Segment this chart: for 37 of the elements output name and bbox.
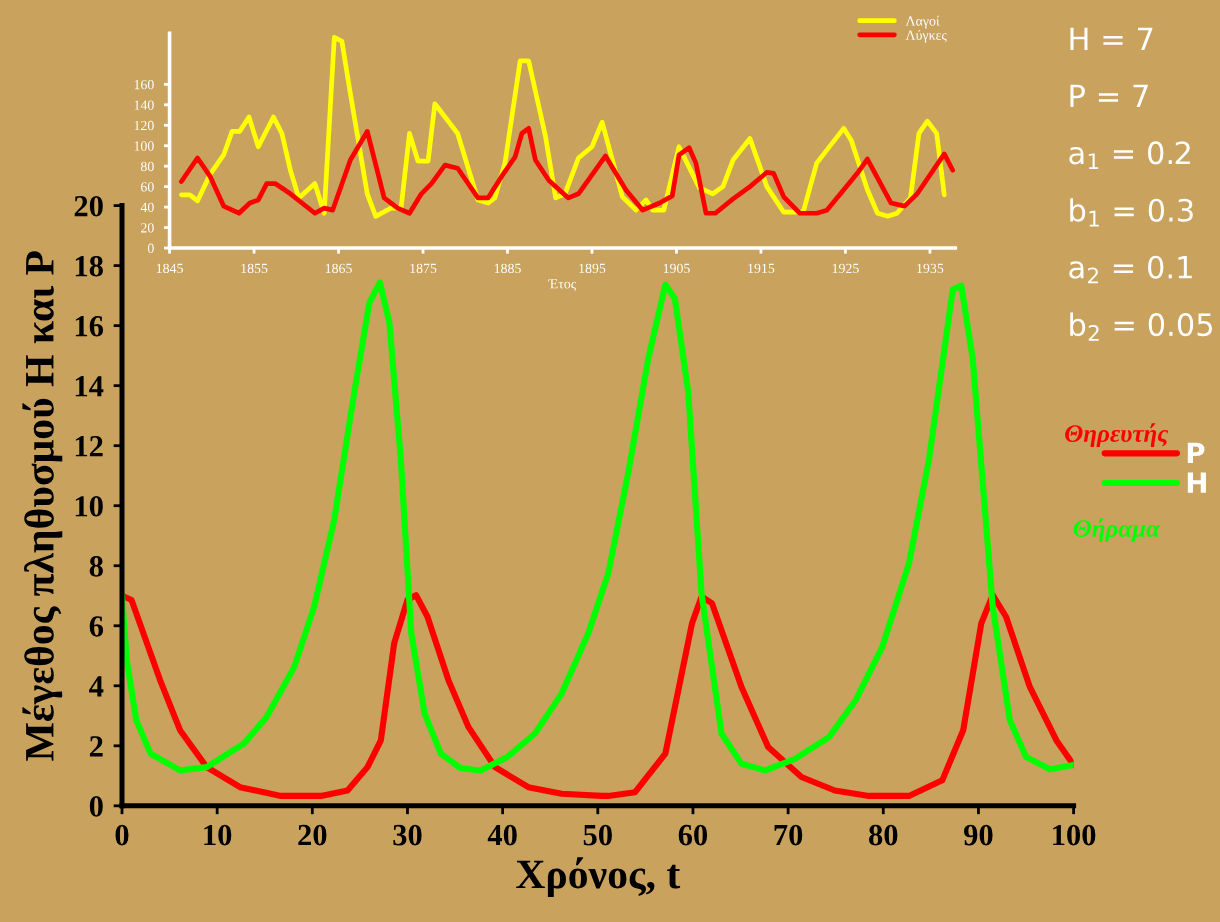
- y-tick-label: 4: [89, 676, 104, 697]
- x-tick-label: 0: [115, 824, 129, 846]
- x-axis-title: Χρόνος, t: [516, 857, 681, 897]
- legend-label: H: [1187, 472, 1206, 493]
- x-tick-label: 100: [1053, 824, 1096, 846]
- annotation: b$_{1}$ = 0.3: [1070, 198, 1193, 227]
- x-tick-label: 40: [487, 824, 517, 846]
- x-tick-label: 50: [583, 824, 612, 846]
- y-tick-label: 12: [75, 436, 103, 457]
- y-tick-label: 18: [75, 255, 103, 277]
- x-tick-label: 30: [393, 824, 422, 846]
- line-series: [122, 592, 1074, 799]
- annotation: b$_{2}$ = 0.05: [1070, 312, 1213, 341]
- y-axis-title: Μέγεθος πληθυσμού Η και P: [22, 251, 63, 761]
- y-tick-label: 10: [75, 496, 103, 517]
- legend-label: P: [1187, 442, 1205, 464]
- x-tick-label: 20: [298, 824, 327, 846]
- x-tick-label: 60: [678, 824, 708, 846]
- y-tick-label: 16: [75, 316, 104, 337]
- y-tick-label: 6: [89, 616, 104, 637]
- annotation: Θήραμα: [1073, 518, 1161, 543]
- x-tick-label: 80: [869, 824, 898, 846]
- x-tick-label: 10: [204, 824, 232, 846]
- x-tick-label: 90: [964, 824, 993, 846]
- y-tick-label: 0: [89, 796, 103, 817]
- y-tick-label: 14: [75, 376, 104, 397]
- text: P = 7: [1070, 84, 1148, 108]
- line-series: [179, 34, 947, 219]
- y-tick-label: 8: [89, 556, 103, 577]
- x-tick-label: 70: [774, 824, 803, 846]
- line-series: [179, 125, 956, 216]
- text: a$_{1}$ = 0.2: [1069, 141, 1190, 170]
- text: H = 7: [1070, 27, 1153, 50]
- y-tick-label: 20: [74, 195, 103, 217]
- annotation: Θηρευτής: [1065, 423, 1169, 448]
- y-tick-label: 2: [89, 736, 103, 757]
- annotation: a$_{2}$ = 0.1: [1069, 255, 1192, 284]
